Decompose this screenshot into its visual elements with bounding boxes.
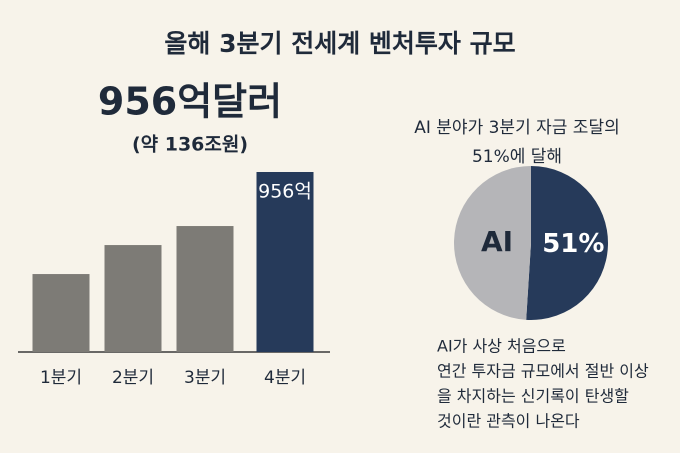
pie-annotation: AI: [481, 225, 513, 258]
pie-slice: [526, 166, 609, 321]
x-tick-label: 1분기: [40, 368, 82, 388]
pie-title: 51%에 달해: [472, 147, 562, 167]
x-tick-label: 2분기: [112, 368, 154, 388]
note-line: 것이란 관측이 나온다: [437, 412, 580, 431]
bar: [256, 172, 314, 352]
value-label: 956억: [258, 181, 312, 203]
x-tick-label: 3분기: [184, 368, 226, 388]
bar-headline: 956억달러: [98, 80, 282, 124]
value-label: 51%: [542, 229, 604, 259]
bar: [176, 226, 234, 352]
note-line: 을 차지하는 신기록이 탄생할: [437, 387, 629, 406]
bar: [104, 245, 162, 352]
bar: [32, 274, 90, 352]
pie-title: AI 분야가 3분기 자금 조달의: [414, 118, 619, 138]
bar-subtitle: (약 136조원): [132, 134, 248, 156]
note-line: 연간 투자금 규모에서 절반 이상: [437, 362, 649, 381]
page-title: 올해 3분기 전세계 벤처투자 규모: [164, 29, 515, 58]
note-line: AI가 사상 처음으로: [437, 337, 566, 356]
x-tick-label: 4분기: [264, 368, 306, 388]
pie-slice: [454, 166, 531, 320]
